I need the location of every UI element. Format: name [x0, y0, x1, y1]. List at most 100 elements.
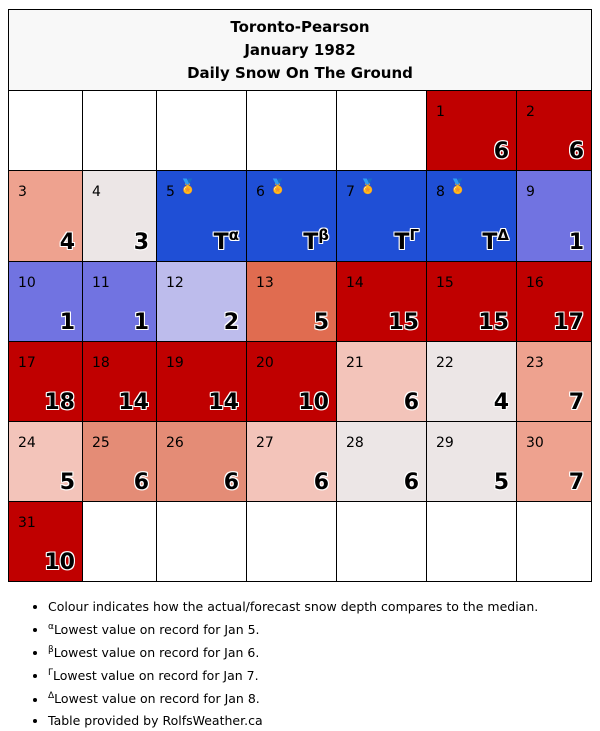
day-number: 30 — [526, 435, 544, 451]
day-number: 6 — [256, 184, 265, 200]
calendar-body: 1 6 2 6 3 4 4 3 5 🏅 Tα 6 🏅 Tβ 7 🏅 TΓ 8 🏅 TΔ 9 1 10 1 11 1 12 2 13 5 14… — [8, 90, 592, 582]
day-cell: 28 6 — [336, 421, 427, 502]
day-number: 3 — [18, 184, 27, 200]
day-number: 16 — [526, 275, 544, 291]
calendar-week-row: 3 4 4 3 5 🏅 Tα 6 🏅 Tβ 7 🏅 TΓ 8 🏅 TΔ 9 1 — [8, 170, 592, 262]
snow-depth-value: 14 — [208, 390, 239, 415]
snow-depth-value: 5 — [493, 470, 509, 495]
day-cell: 27 6 — [246, 421, 337, 502]
day-number: 1 — [436, 104, 445, 120]
medal-icon: 🏅 — [269, 179, 287, 195]
record-footnote-mark: Γ — [409, 226, 419, 244]
note-text: Lowest value on record for Jan 7. — [53, 668, 259, 684]
day-cell: 19 14 — [156, 341, 247, 422]
metric-label: Daily Snow On The Ground — [187, 63, 413, 82]
snow-depth-value: 17 — [553, 310, 584, 335]
empty-day-cell — [246, 501, 337, 582]
day-cell: 22 4 — [426, 341, 517, 422]
note-text: Lowest value on record for Jan 8. — [54, 691, 260, 707]
note-text: Colour indicates how the actual/forecast… — [48, 599, 539, 614]
day-cell: 8 🏅 TΔ — [426, 170, 517, 262]
empty-day-cell — [82, 90, 157, 171]
snow-depth-value: 6 — [493, 139, 509, 164]
day-number: 15 — [436, 275, 454, 291]
snow-depth-value: 7 — [568, 470, 584, 495]
snow-depth-value: 6 — [223, 470, 239, 495]
day-cell: 25 6 — [82, 421, 157, 502]
day-number: 22 — [436, 355, 454, 371]
day-number: 14 — [346, 275, 364, 291]
table-title: Toronto-Pearson January 1982 Daily Snow … — [8, 9, 592, 91]
day-cell: 30 7 — [516, 421, 592, 502]
empty-day-cell — [516, 501, 592, 582]
snow-depth-value: 4 — [59, 230, 75, 255]
note-item: Table provided by RolfsWeather.ca — [48, 710, 538, 731]
empty-day-cell — [82, 501, 157, 582]
snow-depth-value: 15 — [388, 310, 419, 335]
snow-depth-value: 6 — [403, 470, 419, 495]
empty-day-cell — [156, 90, 247, 171]
day-number: 7 — [346, 184, 355, 200]
day-cell: 13 5 — [246, 261, 337, 342]
note-item: βLowest value on record for Jan 6. — [48, 640, 538, 663]
record-footnote-mark: Δ — [497, 226, 509, 244]
day-number: 17 — [18, 355, 36, 371]
station-name: Toronto-Pearson — [230, 17, 370, 36]
empty-day-cell — [426, 501, 517, 582]
day-number: 5 — [166, 184, 175, 200]
day-cell: 21 6 — [336, 341, 427, 422]
note-footnote-mark: α — [48, 622, 54, 632]
snow-depth-value: 15 — [478, 310, 509, 335]
day-cell: 18 14 — [82, 341, 157, 422]
note-text: Lowest value on record for Jan 5. — [53, 622, 260, 638]
notes-list: Colour indicates how the actual/forecast… — [28, 596, 538, 731]
day-number: 25 — [92, 435, 110, 451]
medal-icon: 🏅 — [179, 179, 197, 195]
calendar-week-row: 31 10 — [8, 501, 592, 582]
calendar-week-row: 17 18 18 14 19 14 20 10 21 6 22 4 23 7 — [8, 341, 592, 422]
day-cell: 26 6 — [156, 421, 247, 502]
note-footnote-mark: Δ — [48, 691, 55, 702]
day-cell: 6 🏅 Tβ — [246, 170, 337, 262]
day-cell: 24 5 — [8, 421, 83, 502]
note-item: Colour indicates how the actual/forecast… — [48, 596, 538, 617]
snow-depth-value: 6 — [403, 390, 419, 415]
note-text: Table provided by RolfsWeather.ca — [48, 712, 263, 728]
day-cell: 31 10 — [8, 501, 83, 582]
day-number: 10 — [18, 275, 36, 291]
snow-depth-value: 2 — [223, 310, 239, 335]
day-number: 12 — [166, 275, 184, 291]
calendar-table: Toronto-Pearson January 1982 Daily Snow … — [8, 9, 592, 582]
snow-depth-value: 10 — [44, 550, 75, 575]
record-footnote-mark: α — [228, 226, 239, 244]
empty-day-cell — [8, 90, 83, 171]
day-cell: 23 7 — [516, 341, 592, 422]
day-cell: 14 15 — [336, 261, 427, 342]
day-number: 20 — [256, 355, 274, 371]
day-number: 28 — [346, 435, 364, 451]
note-item: ΓLowest value on record for Jan 7. — [48, 663, 538, 686]
calendar-week-row: 10 1 11 1 12 2 13 5 14 15 15 15 16 17 — [8, 261, 592, 342]
day-cell: 7 🏅 TΓ — [336, 170, 427, 262]
snow-depth-value: 5 — [59, 470, 75, 495]
empty-day-cell — [156, 501, 247, 582]
empty-day-cell — [336, 501, 427, 582]
day-number: 23 — [526, 355, 544, 371]
snow-depth-value: 6 — [133, 470, 149, 495]
day-cell: 20 10 — [246, 341, 337, 422]
day-number: 2 — [526, 104, 535, 120]
day-cell: 11 1 — [82, 261, 157, 342]
day-number: 31 — [18, 515, 36, 531]
empty-day-cell — [246, 90, 337, 171]
record-footnote-mark: β — [318, 226, 329, 244]
medal-icon: 🏅 — [359, 179, 377, 195]
day-number: 13 — [256, 275, 274, 291]
day-number: 8 — [436, 184, 445, 200]
day-number: 19 — [166, 355, 184, 371]
day-cell: 5 🏅 Tα — [156, 170, 247, 262]
note-item: αLowest value on record for Jan 5. — [48, 617, 538, 640]
